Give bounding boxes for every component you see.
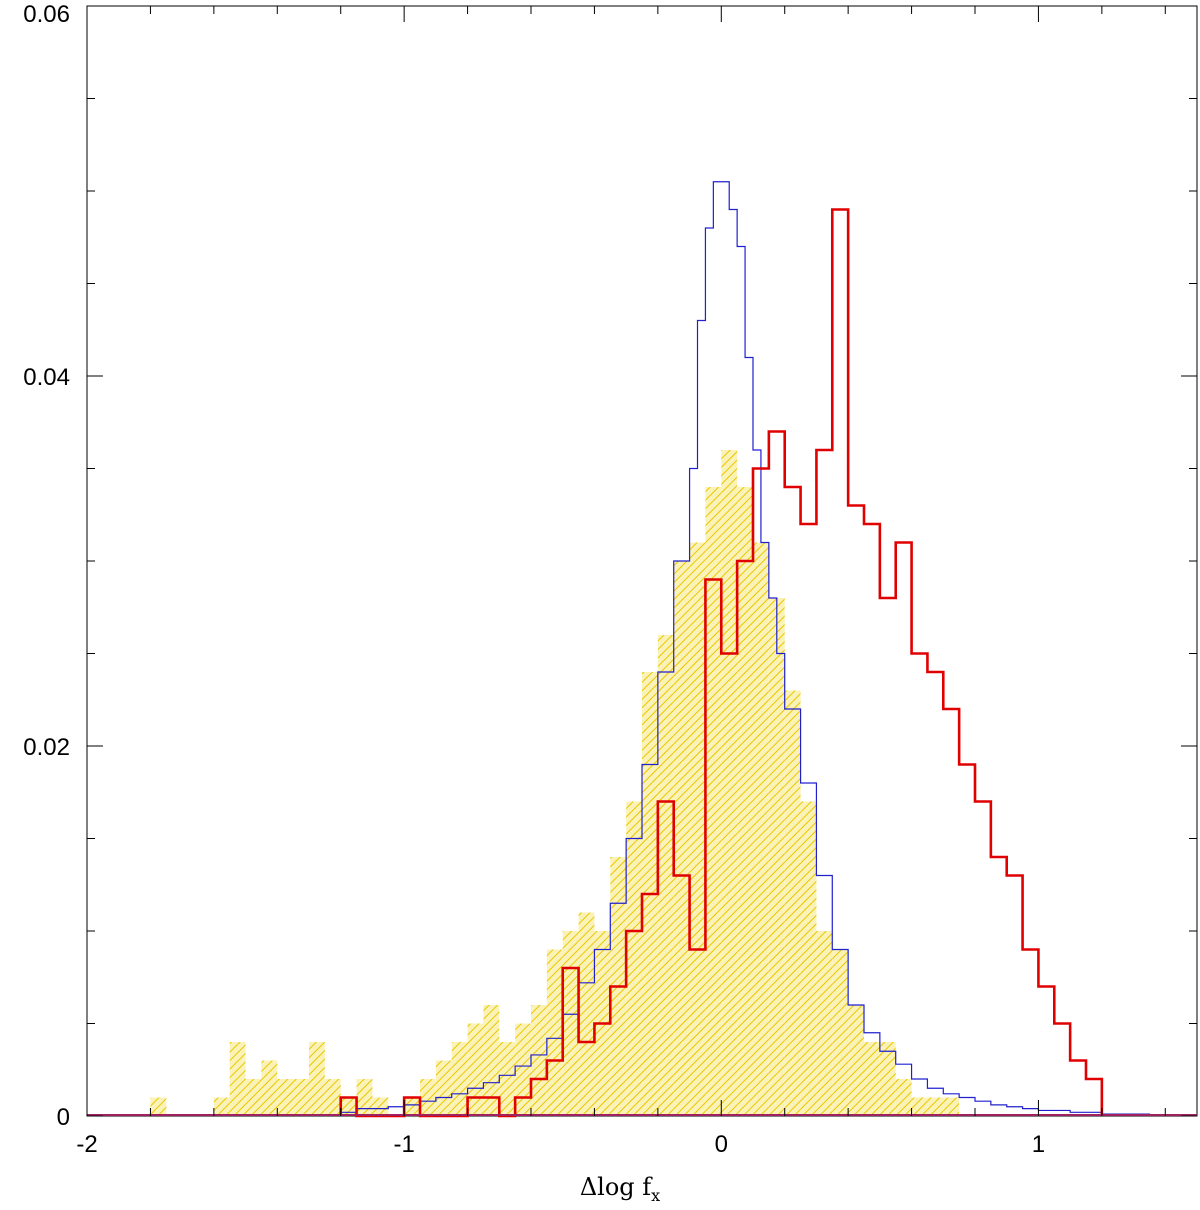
histogram-bar [245,1079,262,1116]
histogram-bar [483,1005,500,1116]
series-red-step-line [339,208,1104,1118]
y-tick-label: 0 [57,1104,70,1131]
histogram-bar [927,1097,944,1116]
histogram-bar [848,1005,864,1116]
histogram-bar [895,1079,912,1116]
histogram-bar [737,487,753,1116]
histogram-bar [546,949,563,1116]
histogram-bar [626,801,642,1116]
histogram-bar [229,1042,246,1116]
y-tick-label: 0.04 [23,364,70,391]
axes: -2 -1 0 1 0 0.02 0.04 0.06 [23,1,1197,1158]
histogram-bar [689,542,706,1116]
histogram-bar [261,1060,278,1116]
histogram-bar [943,1097,960,1116]
histogram-bar [293,1079,309,1116]
histogram-bar [800,801,817,1116]
histogram-bar [531,1005,547,1116]
histogram-bar [150,1097,167,1116]
histogram-bar [309,1042,325,1116]
histogram-bar [832,949,849,1116]
x-axis-title: Δlog fx [580,1173,660,1205]
histogram-bar [864,1042,880,1116]
histogram-bar [657,635,674,1116]
histogram-bar [340,1097,357,1116]
histogram-bar [879,1042,896,1116]
histogram-bar [277,1079,294,1116]
histogram-bar [816,931,833,1116]
histogram-bar [673,561,690,1116]
series-group [150,181,1151,1118]
histogram-bar [499,1042,516,1116]
histogram-bar [324,1079,341,1116]
histogram-bar [515,1023,531,1116]
histogram-bar [721,450,738,1116]
histogram-bar [753,542,769,1116]
histogram-bar [372,1097,389,1116]
x-tick-label: 1 [1032,1131,1045,1158]
histogram-bar [435,1060,452,1116]
histogram-bar [562,931,579,1116]
histogram-bar [578,912,595,1116]
x-axis-title-subscript: x [651,1186,660,1205]
histogram-bar [768,598,785,1116]
histogram-bar [213,1097,230,1116]
histogram-bar [705,487,722,1116]
histogram-bar [404,1097,420,1116]
histogram-bar [784,690,801,1116]
series-blue-step-line [340,181,1151,1116]
histogram-bar [467,1023,484,1116]
x-axis-title-main: Δlog f [580,1173,653,1201]
x-tick-label: -2 [76,1131,97,1158]
histogram-bar [451,1042,468,1116]
y-tick-label: 0.02 [23,734,70,761]
y-tick-label: 0.06 [23,1,70,28]
histogram-bar [420,1079,436,1116]
x-tick-label: -1 [393,1131,414,1158]
histogram-bar [911,1097,928,1116]
histogram-bar [356,1079,373,1116]
x-tick-label: 0 [715,1131,728,1158]
